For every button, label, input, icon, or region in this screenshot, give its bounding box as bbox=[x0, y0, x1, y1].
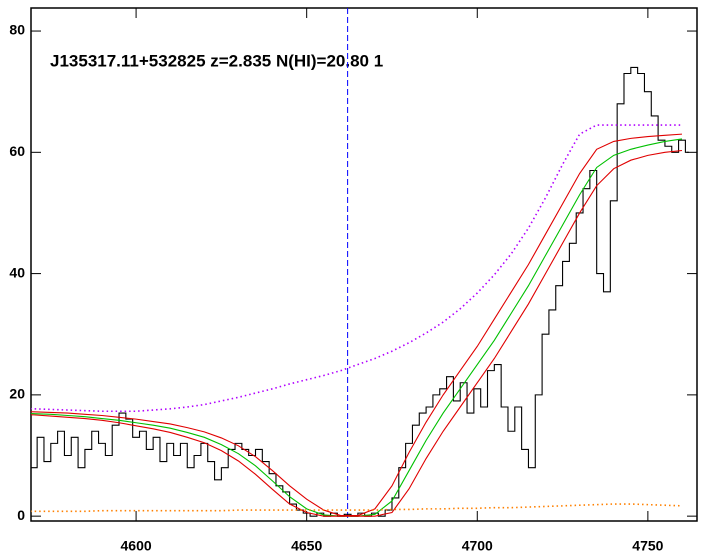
chart-title: J135317.11+532825 z=2.835 N(HI)=20.80 1 bbox=[50, 51, 383, 70]
model-line bbox=[31, 124, 682, 413]
y-tick-label: 0 bbox=[17, 507, 25, 523]
model-line bbox=[31, 138, 683, 517]
plot-frame bbox=[30, 7, 698, 522]
x-tick-label: 4700 bbox=[462, 538, 493, 554]
y-tick-label: 20 bbox=[9, 386, 25, 402]
x-tick-label: 4600 bbox=[121, 538, 152, 554]
x-tick-label: 4750 bbox=[632, 538, 663, 554]
flux-line bbox=[31, 66, 689, 517]
y-tick-label: 80 bbox=[9, 22, 25, 38]
model-line bbox=[31, 149, 683, 517]
model-line bbox=[31, 133, 683, 517]
y-tick-label: 60 bbox=[9, 143, 25, 159]
y-tick-label: 40 bbox=[9, 264, 25, 280]
model-line bbox=[31, 503, 683, 513]
x-tick-label: 4650 bbox=[291, 538, 322, 554]
